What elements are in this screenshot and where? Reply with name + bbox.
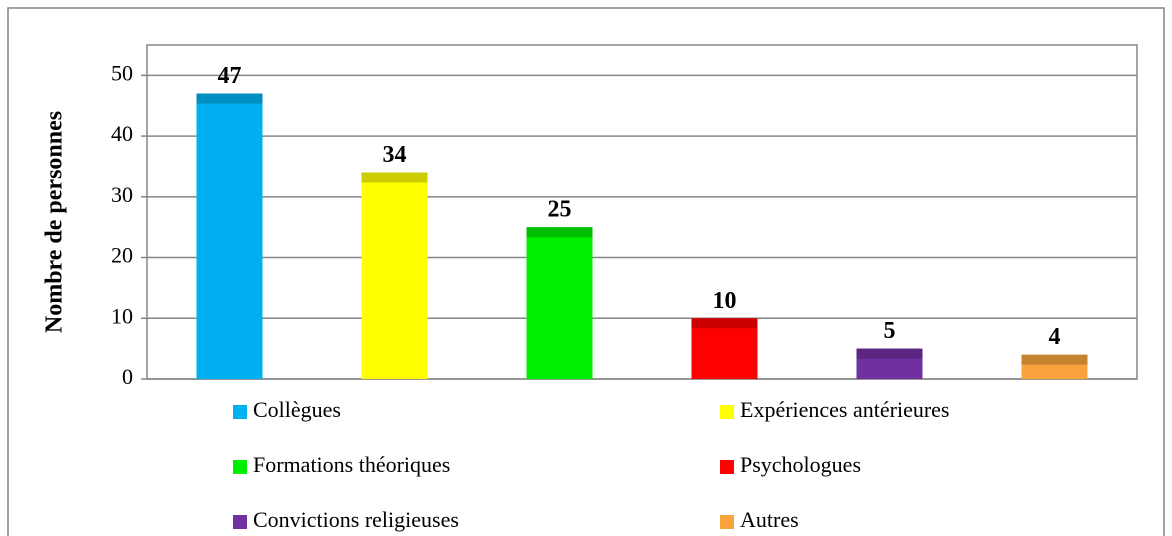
data-label: 10 — [713, 288, 737, 314]
y-tick-label: 50 — [111, 60, 133, 85]
legend-swatch — [233, 405, 247, 419]
legend-swatch — [720, 460, 734, 474]
legend-label: Formations théoriques — [253, 452, 450, 477]
y-axis-title: Nombre de personnes — [42, 111, 68, 333]
bar-top — [526, 227, 593, 238]
bar-top — [361, 172, 428, 183]
bar — [361, 172, 428, 379]
y-tick-label: 20 — [111, 243, 133, 268]
legend-label: Psychologues — [740, 452, 861, 477]
legend-swatch — [720, 515, 734, 529]
data-label: 5 — [884, 318, 896, 344]
data-label: 47 — [218, 63, 242, 89]
legend-swatch — [233, 460, 247, 474]
bar — [196, 93, 263, 379]
legend-label: Expériences antérieures — [740, 397, 950, 422]
legend-label: Autres — [740, 507, 799, 532]
bar-top — [196, 93, 263, 104]
y-tick-label: 40 — [111, 121, 133, 146]
bar — [526, 227, 593, 379]
bar — [691, 318, 758, 379]
data-label: 4 — [1049, 324, 1061, 350]
bar-top — [1021, 354, 1088, 365]
data-label: 25 — [548, 197, 572, 223]
y-tick-label: 10 — [111, 303, 133, 328]
legend-swatch — [233, 515, 247, 529]
bar-top — [691, 318, 758, 329]
legend-swatch — [720, 405, 734, 419]
y-tick-label: 0 — [122, 364, 133, 389]
legend-label: Convictions religieuses — [253, 507, 459, 532]
data-label: 34 — [383, 142, 407, 168]
y-tick-label: 30 — [111, 182, 133, 207]
bar-top — [856, 348, 923, 359]
legend-label: Collègues — [253, 397, 341, 422]
